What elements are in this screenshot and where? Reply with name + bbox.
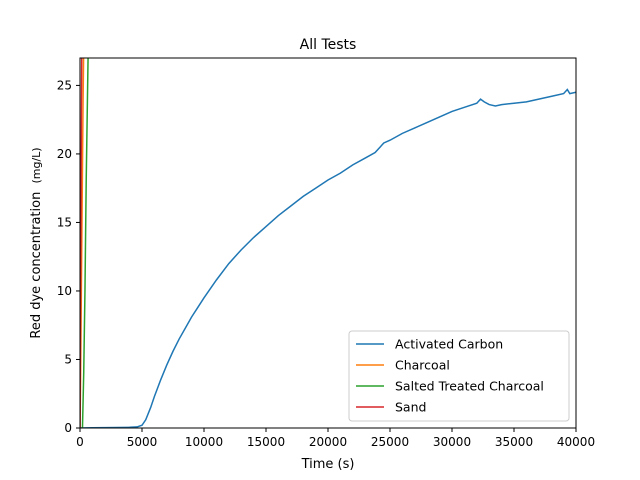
y-axis-unit: (mg/L) <box>30 147 43 183</box>
y-tick-label: 5 <box>64 352 72 366</box>
y-axis-label-text: Red dye concentration <box>29 192 44 339</box>
series-line-2 <box>81 58 89 428</box>
x-tick-label: 5000 <box>127 435 158 449</box>
y-tick-label: 15 <box>57 215 72 229</box>
x-tick-label: 20000 <box>309 435 347 449</box>
x-tick-label: 25000 <box>371 435 409 449</box>
legend-label-1: Charcoal <box>395 358 450 373</box>
plot-area <box>79 57 577 429</box>
series-line-0 <box>80 88 576 428</box>
x-axis-label: Time (s) <box>301 457 355 472</box>
legend-label-0: Activated Carbon <box>395 337 503 352</box>
x-tick-label: 35000 <box>495 435 533 449</box>
y-axis-label: Red dye concentration (mg/L) <box>29 147 44 338</box>
y-tick-label: 25 <box>57 78 72 92</box>
y-tick-label: 10 <box>57 284 72 298</box>
y-tick-label: 0 <box>64 421 72 435</box>
legend-label-3: Sand <box>395 400 426 415</box>
x-tick-label: 30000 <box>433 435 471 449</box>
chart-title: All Tests <box>300 37 357 53</box>
x-axis-ticks: 0 5000 10000 15000 20000 25000 30000 35000 40000 <box>76 428 595 449</box>
x-tick-label: 15000 <box>247 435 285 449</box>
legend-box <box>348 330 570 422</box>
legend: Activated Carbon Charcoal Salted Treated C… <box>348 330 570 422</box>
x-tick-label: 0 <box>76 435 84 449</box>
y-axis-label-group: Red dye concentration (mg/L) <box>29 147 44 338</box>
x-tick-label: 40000 <box>557 435 595 449</box>
x-tick-label: 10000 <box>185 435 223 449</box>
y-tick-label: 20 <box>57 147 72 161</box>
y-axis-ticks: 0 5 10 15 20 25 <box>57 78 80 435</box>
legend-label-2: Salted Treated Charcoal <box>395 379 544 394</box>
